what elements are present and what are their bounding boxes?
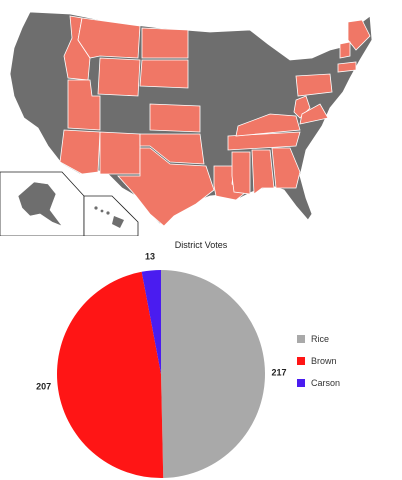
legend-label-brown: Brown [311, 355, 337, 366]
pie-chart: 217 207 13 [36, 252, 287, 478]
pie-label-brown: 207 [36, 381, 51, 391]
us-map [0, 11, 373, 236]
legend-item-rice: Rice [297, 333, 340, 344]
legend-label-rice: Rice [311, 333, 330, 344]
pie-slice-rice [161, 270, 266, 478]
legend-label-carson: Carson [311, 377, 341, 388]
legend-item-carson: Carson [297, 377, 340, 388]
legend-swatch-carson [297, 378, 305, 387]
pie-label-carson: 13 [145, 252, 155, 262]
alaska-inset [0, 171, 85, 236]
map-won-states [59, 15, 371, 227]
chart-title: District Votes [174, 240, 228, 250]
pie-slice-brown [56, 271, 164, 478]
hawaii-inset [83, 195, 139, 236]
chart-legend: Rice Brown Carson [297, 333, 340, 399]
legend-swatch-brown [297, 356, 305, 365]
legend-item-brown: Brown [297, 355, 340, 366]
legend-swatch-rice [297, 334, 305, 343]
pie-label-rice: 217 [271, 368, 286, 378]
pie-slice-carson [141, 270, 161, 374]
